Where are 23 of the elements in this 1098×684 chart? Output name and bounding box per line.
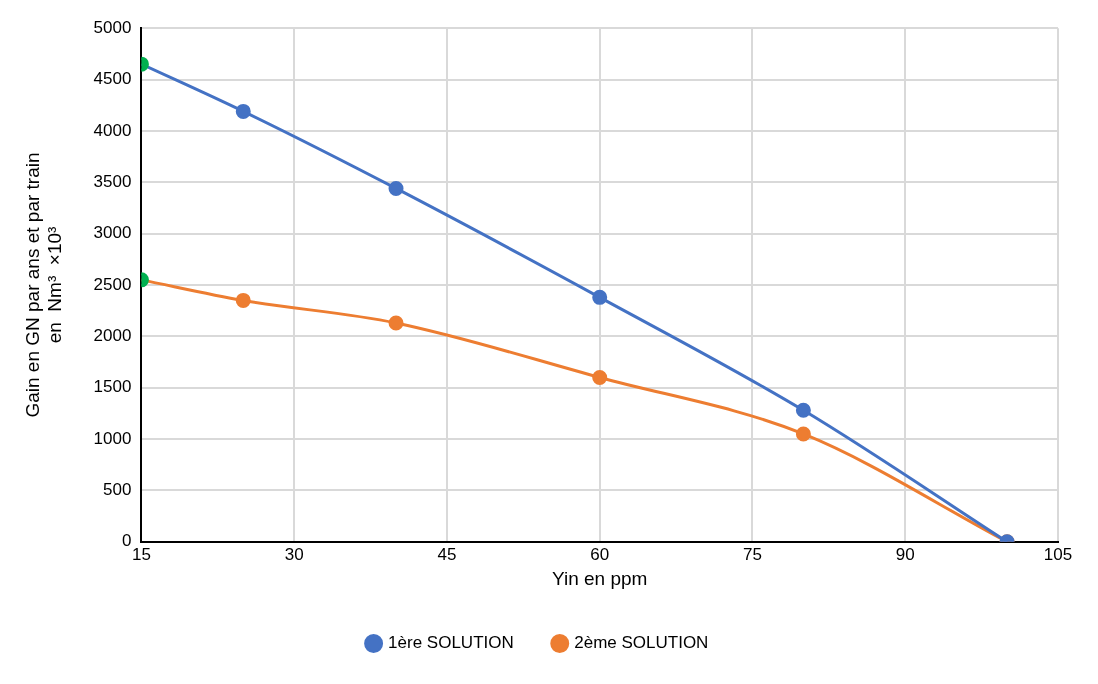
y-tick-label: 2500 [93, 274, 132, 294]
y-tick-label: 2000 [93, 326, 132, 346]
x-tick-label: 30 [284, 544, 304, 564]
y-tick-label: 4500 [93, 69, 132, 89]
y-tick-label: 5000 [93, 17, 132, 37]
y-tick-label: 0 [121, 531, 132, 551]
y-tick-label: 500 [103, 480, 132, 500]
legend-label: 1ère SOLUTION [388, 633, 514, 653]
x-tick-label: 105 [1043, 544, 1073, 564]
y-tick-label: 1000 [93, 428, 132, 448]
x-tick-label: 15 [131, 544, 151, 564]
text: Gain en GN par ans et par train [21, 152, 43, 418]
x-tick-label: 45 [437, 544, 457, 564]
y-tick-label: 1500 [93, 377, 132, 397]
y-tick-label: 4000 [93, 120, 132, 140]
x-tick-label: 90 [895, 544, 915, 564]
y-tick-label: 3000 [93, 223, 132, 243]
x-tick-label: 60 [590, 544, 610, 564]
y-tick-label: 3500 [93, 171, 132, 191]
x-axis-title: Yin en ppm [552, 567, 648, 589]
legend-label: 2ème SOLUTION [574, 633, 709, 653]
x-tick-label: 75 [743, 544, 762, 564]
text: en Nm³ ×10³ [44, 226, 66, 344]
